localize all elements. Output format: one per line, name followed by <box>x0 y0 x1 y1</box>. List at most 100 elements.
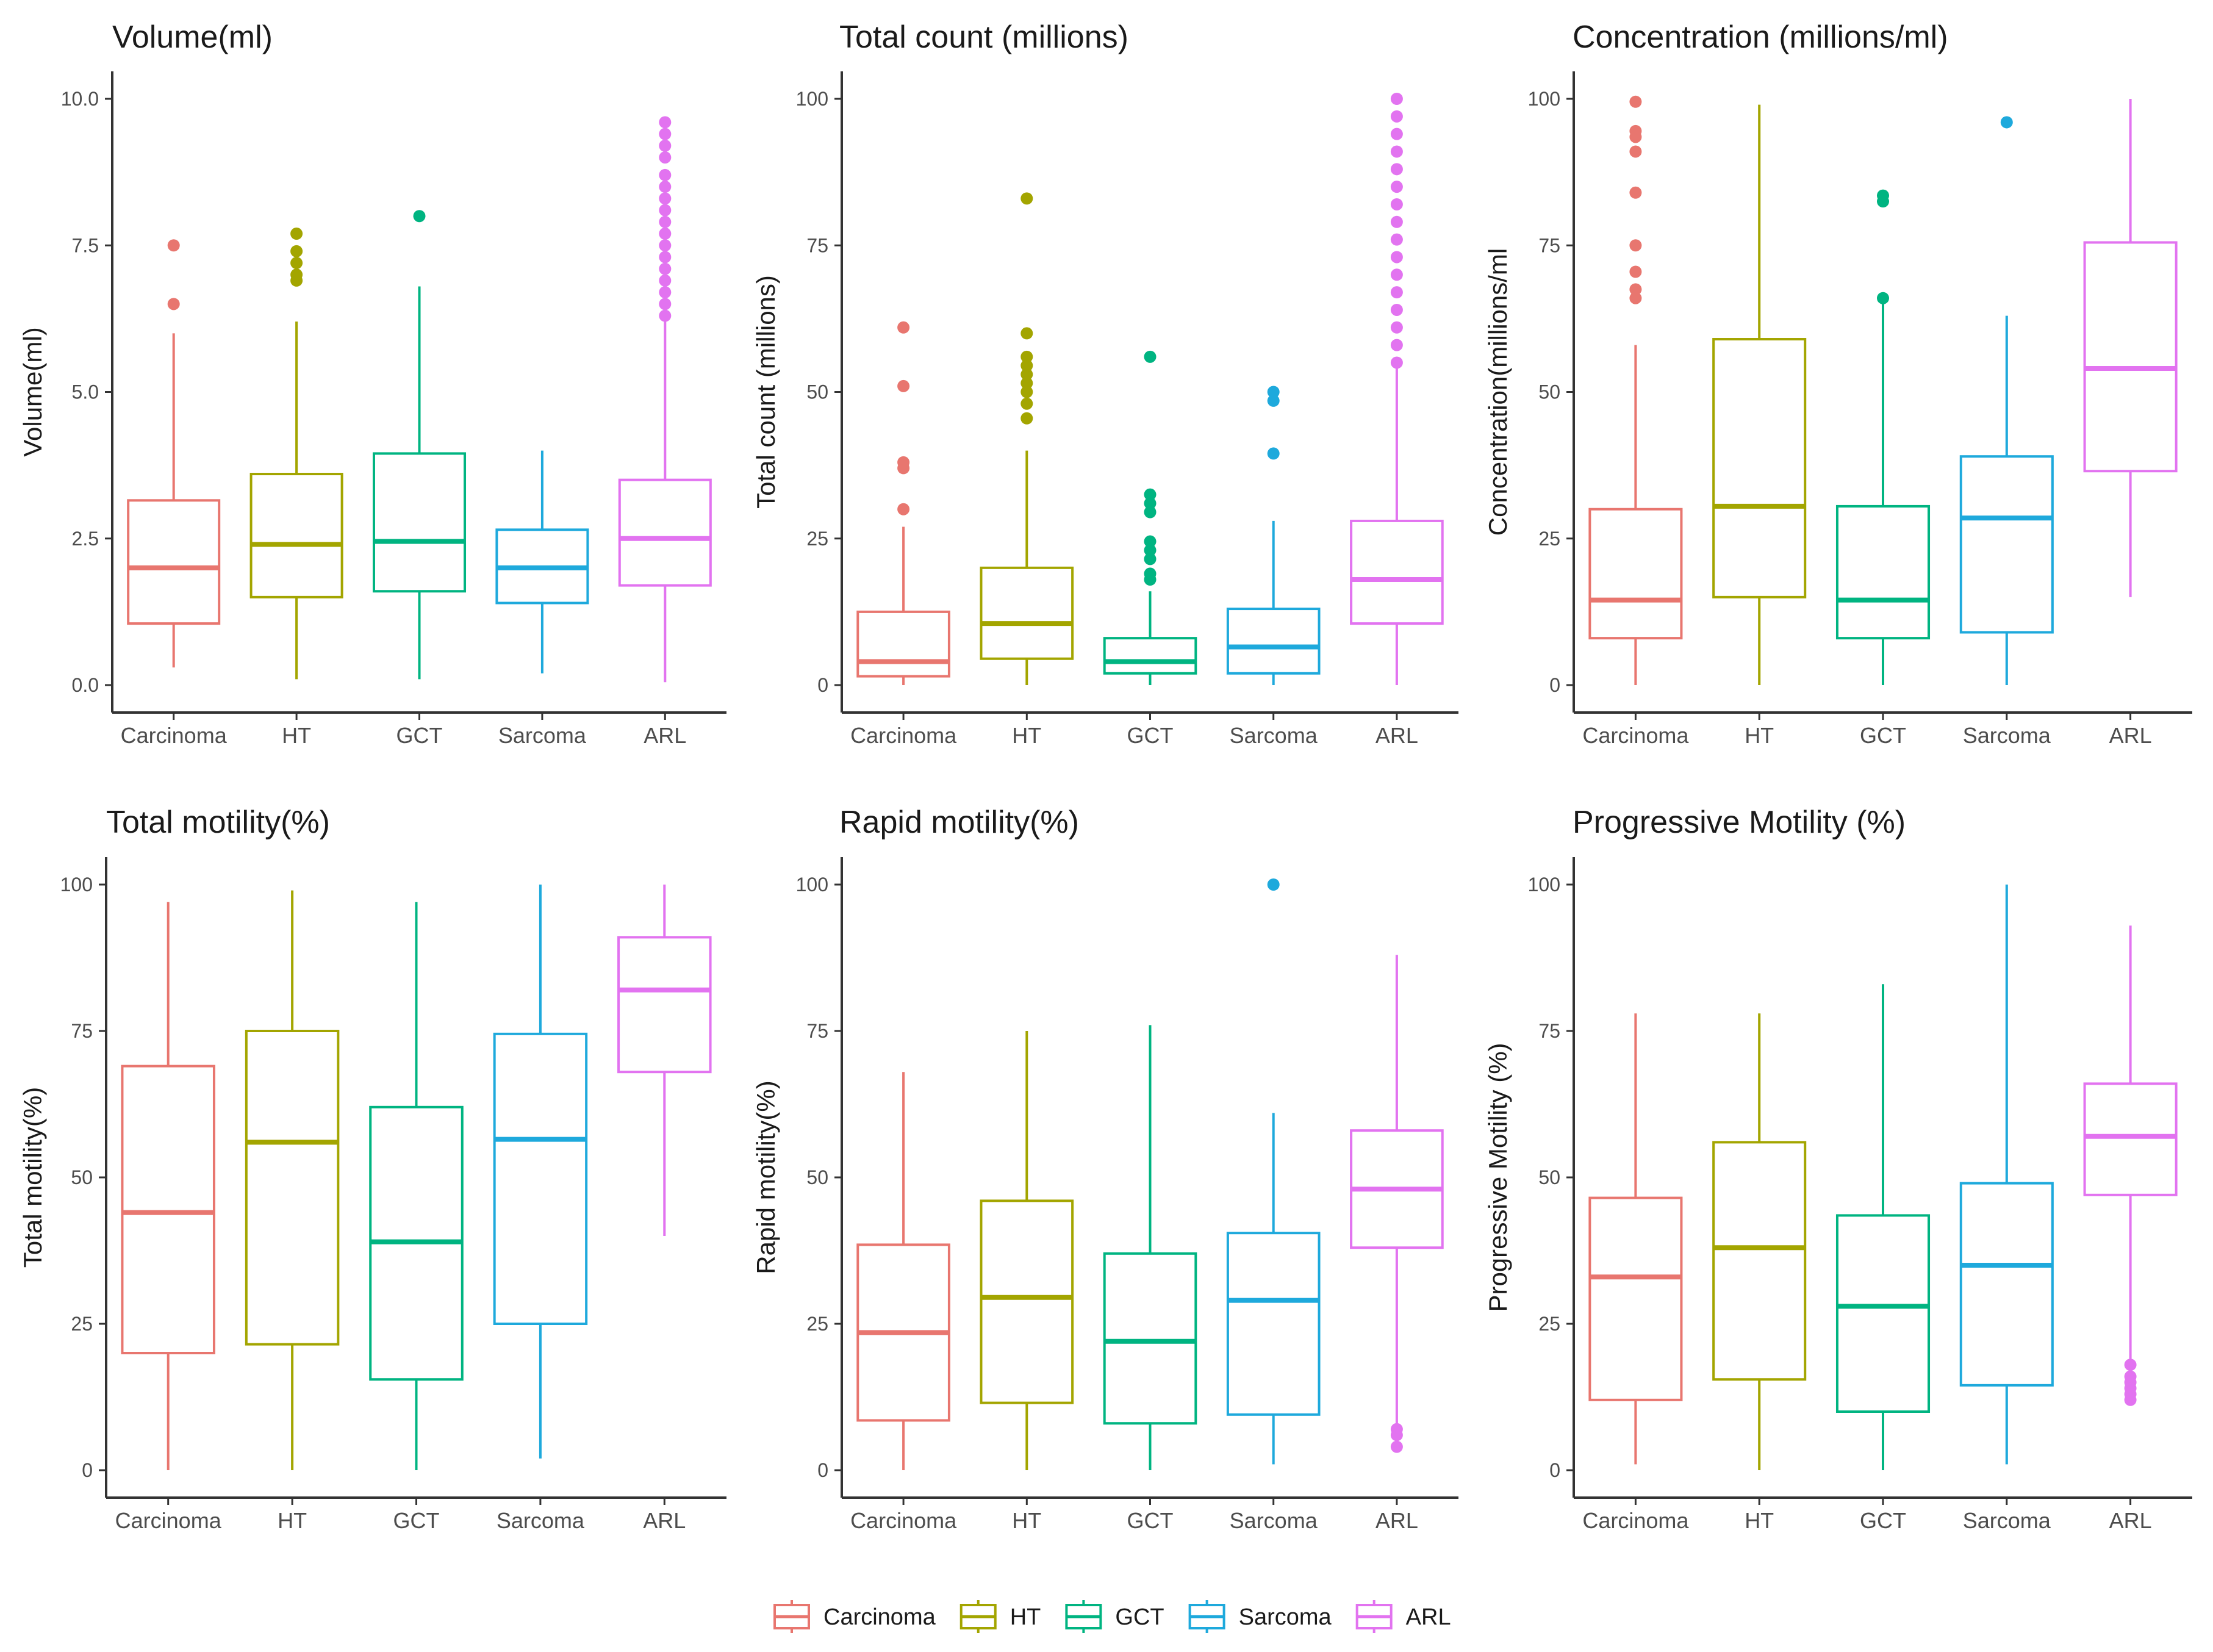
outlier-point <box>1390 303 1403 316</box>
outlier-point <box>167 239 180 252</box>
y-tick-label: 50 <box>1538 1166 1560 1188</box>
legend-item-carcinoma: Carcinoma <box>773 1600 936 1633</box>
y-tick-label: 100 <box>1528 88 1560 110</box>
x-tick-label: HT <box>1745 1508 1774 1533</box>
box-carcinoma <box>121 902 215 1470</box>
outlier-point <box>1390 356 1403 369</box>
box-gct <box>1835 189 1931 685</box>
box-arl <box>1350 93 1444 685</box>
box-ht <box>249 228 343 680</box>
box-ht <box>1712 1013 1807 1470</box>
panel-total-motility: Total motility(%) 0 25 50 75 100 Total motili… <box>18 805 726 1533</box>
outlier-point <box>1390 233 1403 246</box>
box-gct <box>1835 984 1931 1470</box>
legend-item-ht: HT <box>959 1600 1041 1633</box>
outlier-point <box>413 210 426 223</box>
outlier-point <box>1390 339 1403 351</box>
outlier-point <box>1020 377 1033 390</box>
box-body <box>1588 1196 1683 1401</box>
outlier-point <box>1020 359 1033 372</box>
outlier-point <box>2124 1359 2137 1371</box>
box-body <box>980 1199 1074 1404</box>
y-axis-label: Concentration(millions/ml <box>1483 248 1512 536</box>
x-tick-label: Sarcoma <box>1963 723 2051 748</box>
box-gct <box>1103 350 1197 685</box>
panel-title: Progressive Motility (%) <box>1573 805 1906 840</box>
outlier-point <box>1267 394 1280 407</box>
outlier-point <box>659 239 672 252</box>
outlier-point <box>1390 181 1403 193</box>
outlier-point <box>1390 286 1403 299</box>
outlier-point <box>897 321 910 334</box>
panel-total-count: Total count (millions) 0 25 50 75 100 Total c… <box>751 20 1458 748</box>
y-tick-label: 25 <box>71 1313 93 1335</box>
outlier-point <box>1144 567 1157 580</box>
box-body <box>2083 1082 2178 1196</box>
y-tick-label: 75 <box>1538 234 1560 256</box>
legend: Carcinoma HT GCT Sarcoma ARL <box>773 1600 1451 1633</box>
panel-concentration: Concentration (millions/ml) 0 25 50 75 100 Co… <box>1483 20 2192 748</box>
outlier-point <box>290 228 303 240</box>
box-gct <box>369 902 464 1470</box>
x-tick-label: Sarcoma <box>498 723 587 748</box>
box-carcinoma <box>856 1072 950 1470</box>
box-sarcoma <box>1226 878 1321 1465</box>
outlier-point <box>1390 215 1403 228</box>
box-body <box>1959 1182 2054 1387</box>
panel-title: Total count (millions) <box>839 20 1128 55</box>
box-body <box>617 936 712 1074</box>
outlier-point <box>659 298 672 311</box>
outlier-point <box>659 228 672 240</box>
box-body <box>1226 1232 1321 1416</box>
x-tick-label: ARL <box>643 1508 686 1533</box>
outlier-point <box>1020 327 1033 340</box>
outlier-point <box>1390 93 1403 105</box>
y-tick-label: 25 <box>1538 1313 1560 1335</box>
box-sarcoma <box>1959 116 2054 685</box>
y-tick-label: 100 <box>796 88 828 110</box>
box-arl <box>617 885 712 1236</box>
box-body <box>1226 608 1321 675</box>
y-tick-label: 75 <box>806 234 828 256</box>
outlier-point <box>1144 506 1157 519</box>
legend-label: HT <box>1010 1604 1041 1630</box>
outlier-point <box>1390 321 1403 334</box>
box-body <box>980 566 1074 660</box>
outlier-point <box>1390 268 1403 281</box>
x-tick-label: ARL <box>1376 723 1418 748</box>
outlier-point <box>1020 350 1033 363</box>
y-tick-label: 0 <box>1549 674 1560 696</box>
panel-rapid-motility: Rapid motility(%) 0 25 50 75 100 Rapid motili… <box>751 805 1458 1533</box>
outlier-point <box>2000 116 2013 129</box>
box-sarcoma <box>1959 885 2054 1465</box>
outlier-point <box>1144 350 1157 363</box>
panel-progressive-motility: Progressive Motility (%) 0 25 50 75 100 Progr… <box>1483 805 2192 1533</box>
y-tick-label: 0.0 <box>72 674 99 696</box>
x-tick-label: HT <box>1012 1508 1041 1533</box>
box-arl <box>1350 955 1444 1453</box>
outlier-point <box>659 116 672 129</box>
y-tick-label: 5.0 <box>72 381 99 403</box>
outlier-point <box>1144 497 1157 510</box>
panel-volume: Volume(ml) 0.0 2.5 5.0 7.5 10.0 Volume(ml) Car… <box>18 20 726 748</box>
box-body <box>1350 519 1444 625</box>
x-tick-label: HT <box>282 723 311 748</box>
outlier-point <box>1020 412 1033 425</box>
panel-title: Total motility(%) <box>106 805 330 840</box>
box-carcinoma <box>856 321 950 685</box>
x-tick-label: HT <box>1745 723 1774 748</box>
y-axis-label: Volume(ml) <box>18 327 47 456</box>
y-axis-label: Total motility(%) <box>18 1087 47 1268</box>
outlier-point <box>1390 198 1403 210</box>
outlier-point <box>1267 878 1280 891</box>
outlier-point <box>1629 186 1642 199</box>
box-body <box>2083 241 2178 473</box>
outlier-point <box>659 168 672 181</box>
x-tick-label: GCT <box>1127 1508 1174 1533</box>
y-tick-label: 25 <box>1538 528 1560 550</box>
x-tick-label: GCT <box>396 723 443 748</box>
y-tick-label: 100 <box>796 874 828 896</box>
x-tick-label: ARL <box>2109 723 2152 748</box>
outlier-point <box>659 274 672 287</box>
box-body <box>1835 505 1931 640</box>
